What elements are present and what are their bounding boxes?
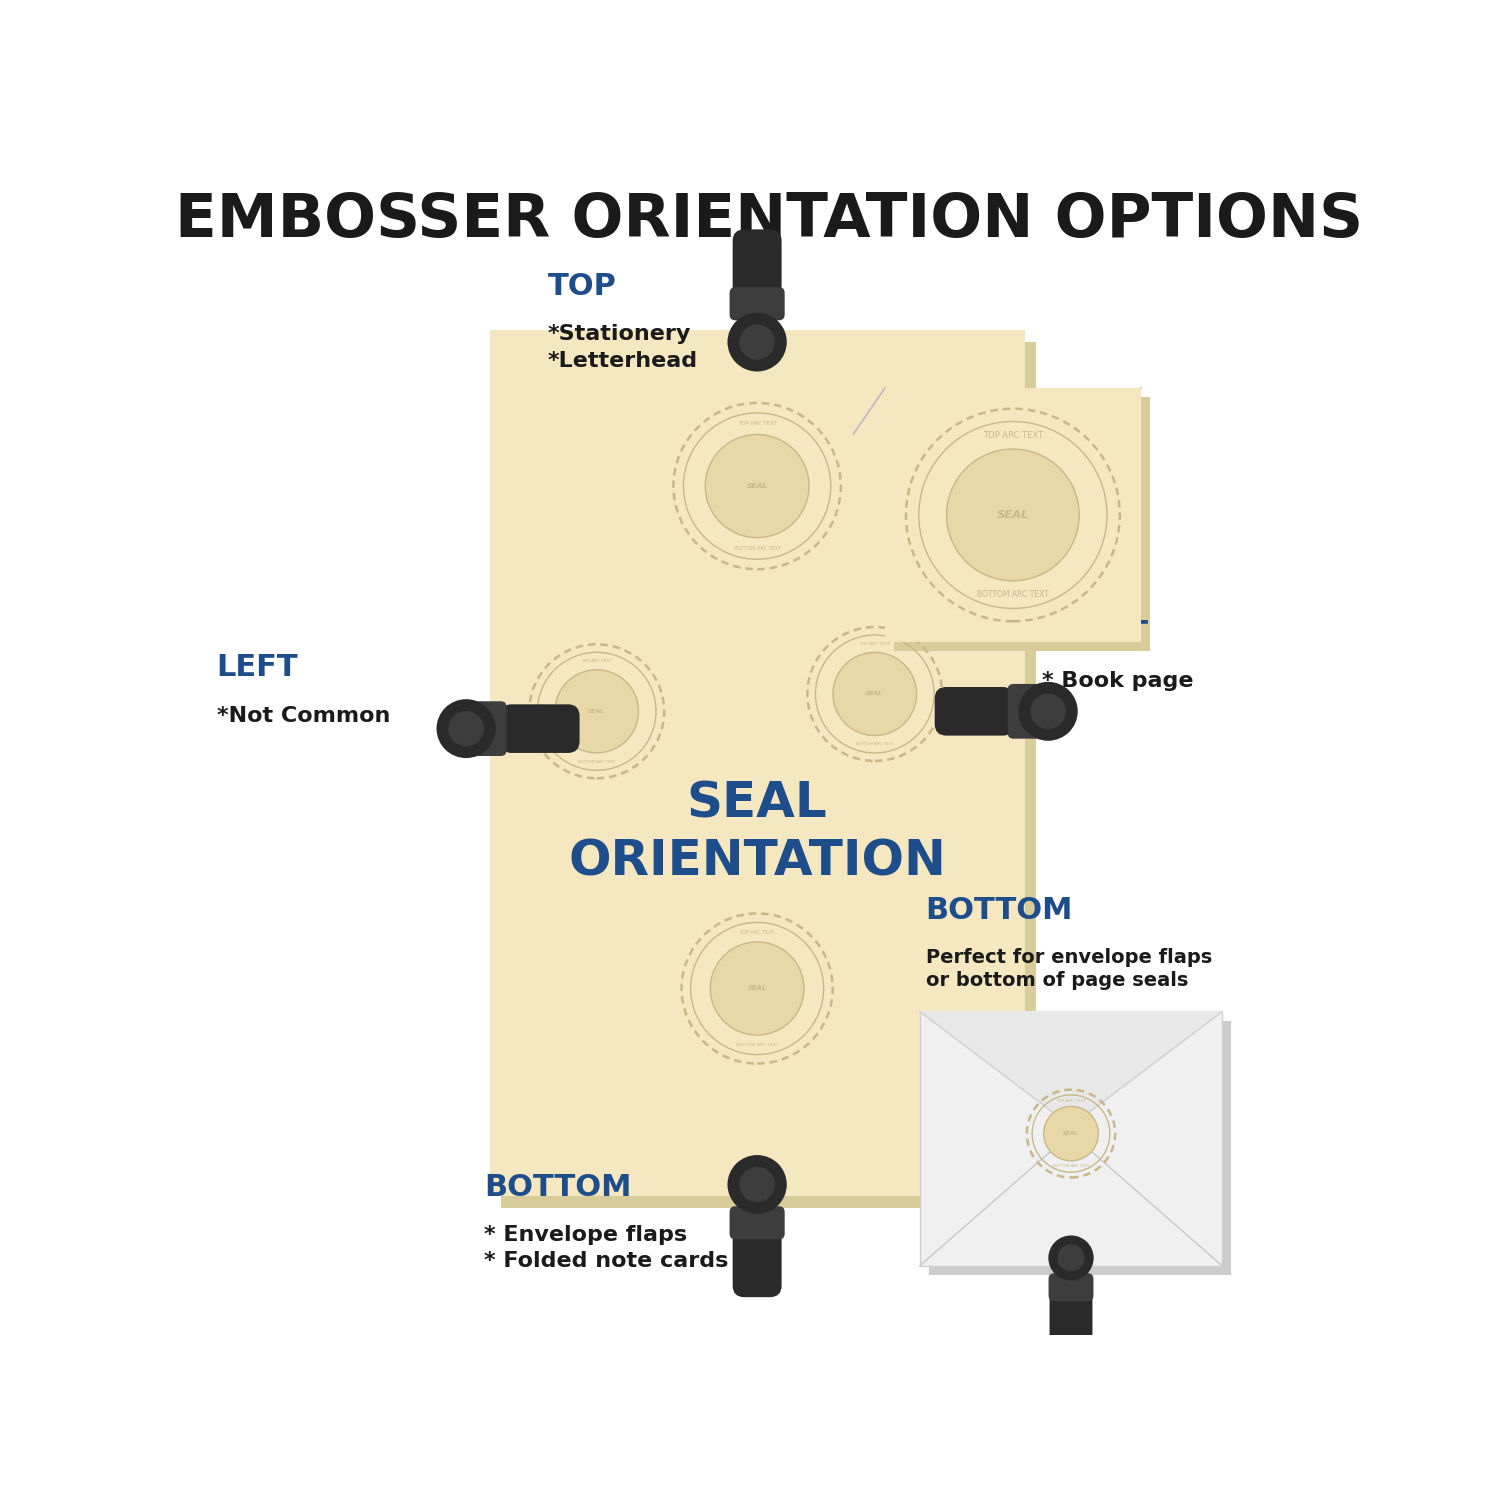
FancyBboxPatch shape [489,330,1024,1197]
Text: or bottom of page seals: or bottom of page seals [926,970,1188,990]
Circle shape [555,670,639,753]
Text: SEAL: SEAL [867,692,883,696]
Polygon shape [920,1011,1222,1126]
Text: BOTTOM ARC TEXT: BOTTOM ARC TEXT [736,1042,778,1047]
FancyBboxPatch shape [478,718,482,738]
Circle shape [448,711,484,747]
FancyBboxPatch shape [747,1191,766,1198]
Circle shape [436,699,496,758]
Text: LEFT: LEFT [216,654,298,682]
FancyBboxPatch shape [1034,702,1058,721]
Circle shape [728,1155,788,1214]
Text: *Not Common: *Not Common [216,705,390,726]
Text: SEAL: SEAL [996,510,1029,520]
Text: * Folded note cards: * Folded note cards [484,1251,729,1270]
Text: SEAL: SEAL [747,483,768,489]
FancyBboxPatch shape [894,398,1150,651]
FancyBboxPatch shape [732,1220,782,1298]
Text: TOP ARC TEXT: TOP ARC TEXT [580,658,612,663]
Ellipse shape [1060,1330,1082,1340]
Text: TOP ARC TEXT: TOP ARC TEXT [859,642,891,645]
Ellipse shape [562,716,574,742]
Text: BOTTOM ARC TEXT: BOTTOM ARC TEXT [856,742,894,746]
Text: EMBOSSER ORIENTATION OPTIONS: EMBOSSER ORIENTATION OPTIONS [174,190,1364,250]
Circle shape [705,435,809,537]
Text: * Book page: * Book page [1042,670,1194,692]
Text: *Letterhead: *Letterhead [548,351,698,370]
Circle shape [1058,1245,1084,1272]
Circle shape [1044,1107,1098,1161]
Circle shape [728,312,788,372]
Text: BOTTOM ARC TEXT: BOTTOM ARC TEXT [578,759,615,764]
Text: TOP ARC TEXT: TOP ARC TEXT [740,930,776,934]
Circle shape [1048,1236,1094,1281]
Text: * Envelope flaps: * Envelope flaps [484,1226,687,1245]
Text: TOP ARC TEXT: TOP ARC TEXT [738,422,777,426]
Circle shape [711,942,804,1035]
FancyBboxPatch shape [934,687,1014,735]
Circle shape [1030,693,1066,729]
FancyBboxPatch shape [729,286,784,321]
Text: TOP ARC TEXT: TOP ARC TEXT [1056,1098,1086,1102]
FancyBboxPatch shape [472,702,507,756]
Text: TOP ARC TEXT: TOP ARC TEXT [982,430,1042,439]
Text: SEAL: SEAL [1064,1131,1078,1136]
Text: Perfect for envelope flaps: Perfect for envelope flaps [926,948,1212,968]
Text: BOTTOM: BOTTOM [926,896,1072,926]
FancyBboxPatch shape [500,705,579,753]
Ellipse shape [744,236,771,248]
FancyBboxPatch shape [885,388,1140,642]
Text: *Stationery: *Stationery [548,324,692,345]
Text: BOTTOM ARC TEXT: BOTTOM ARC TEXT [734,546,780,550]
FancyBboxPatch shape [747,315,766,327]
Circle shape [740,324,776,360]
Text: BOTTOM ARC TEXT: BOTTOM ARC TEXT [1053,1164,1089,1168]
FancyBboxPatch shape [1048,1274,1094,1302]
FancyBboxPatch shape [1008,684,1041,738]
FancyBboxPatch shape [1064,1263,1078,1269]
FancyBboxPatch shape [729,1206,784,1239]
FancyBboxPatch shape [1050,1282,1092,1347]
FancyBboxPatch shape [501,342,1036,1208]
Circle shape [946,448,1078,580]
Text: BOTTOM ARC TEXT: BOTTOM ARC TEXT [976,590,1048,598]
Text: TOP: TOP [548,273,616,302]
FancyBboxPatch shape [732,230,782,306]
Ellipse shape [744,1280,771,1292]
Text: SEAL: SEAL [747,986,766,992]
Text: SEAL: SEAL [588,710,604,714]
Ellipse shape [940,698,952,724]
Text: SEAL
ORIENTATION: SEAL ORIENTATION [568,780,946,885]
FancyBboxPatch shape [928,1022,1232,1275]
Text: RIGHT: RIGHT [1042,620,1148,648]
Circle shape [833,652,916,735]
Circle shape [1019,682,1077,741]
Circle shape [740,1167,776,1202]
FancyBboxPatch shape [920,1011,1222,1266]
Text: BOTTOM: BOTTOM [484,1173,632,1202]
